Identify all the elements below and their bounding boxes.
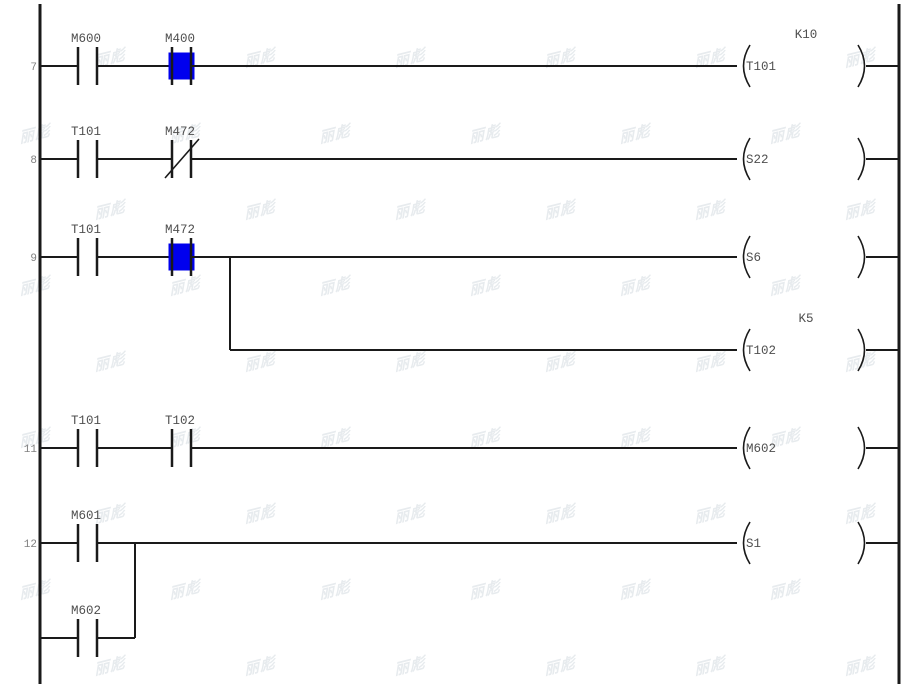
- rung-number: 11: [24, 444, 38, 456]
- coil-label: S6: [746, 251, 761, 265]
- contact-label: M602: [71, 604, 101, 618]
- coil-paren-left: [742, 235, 751, 279]
- nc-slash: [164, 138, 200, 179]
- rung-number: 8: [30, 155, 37, 167]
- coil-label: T102: [746, 344, 776, 358]
- contact-t101-no[interactable]: T101: [71, 223, 101, 276]
- coil-s6[interactable]: S6: [742, 235, 866, 279]
- rung-number: 12: [24, 539, 37, 551]
- coil-paren-right: [857, 328, 866, 372]
- contact-label: T101: [71, 125, 101, 139]
- contact-m400-active[interactable]: M400: [165, 32, 195, 85]
- contact-label: M600: [71, 32, 101, 46]
- contact-m472-nc[interactable]: M472: [164, 125, 200, 179]
- coil-paren-right: [857, 137, 866, 181]
- coil-paren-right: [857, 44, 866, 88]
- coil-paren-left: [742, 137, 751, 181]
- coil-label: M602: [746, 442, 776, 456]
- contact-label: M472: [165, 223, 195, 237]
- coil-label: S22: [746, 153, 769, 167]
- contact-label: T101: [71, 414, 101, 428]
- coil-paren-right: [857, 235, 866, 279]
- contact-label: T101: [71, 223, 101, 237]
- coil-paren-left: [742, 44, 751, 88]
- contact-m601-no[interactable]: M601: [71, 509, 101, 562]
- coil-label: S1: [746, 537, 761, 551]
- rung-number: 9: [30, 253, 37, 265]
- coil-param-label: K10: [795, 28, 818, 42]
- coil-s1[interactable]: S1: [742, 521, 866, 565]
- contact-label: M400: [165, 32, 195, 46]
- rung-number: 7: [30, 62, 37, 74]
- coil-t102[interactable]: K5 T102: [742, 312, 866, 372]
- contact-m602-no[interactable]: M602: [71, 604, 101, 657]
- coil-label: T101: [746, 60, 776, 74]
- coil-s22[interactable]: S22: [742, 137, 866, 181]
- contact-t102-no[interactable]: T102: [165, 414, 195, 467]
- rung-12: 12 M601 S1 M602: [24, 509, 899, 657]
- rung-7: 7 M600 M400 K10 T101: [30, 28, 899, 88]
- coil-m602[interactable]: M602: [742, 426, 866, 470]
- coil-paren-left: [742, 328, 751, 372]
- coil-param-label: K5: [798, 312, 813, 326]
- contact-label: M601: [71, 509, 101, 523]
- contact-t101-no[interactable]: T101: [71, 414, 101, 467]
- contact-t101-no[interactable]: T101: [71, 125, 101, 178]
- coil-paren-left: [742, 521, 751, 565]
- contact-m472-active[interactable]: M472: [165, 223, 195, 276]
- rung-8: 8 T101 M472 S22: [30, 125, 899, 181]
- contact-label: T102: [165, 414, 195, 428]
- contact-label: M472: [165, 125, 195, 139]
- rung-9: 9 T101 M472 S6: [30, 223, 899, 372]
- coil-paren-right: [857, 521, 866, 565]
- coil-paren-right: [857, 426, 866, 470]
- rung-11: 11 T101 T102 M602: [24, 414, 899, 470]
- coil-paren-left: [742, 426, 751, 470]
- coil-t101[interactable]: K10 T101: [742, 28, 866, 88]
- contact-m600-no[interactable]: M600: [71, 32, 101, 85]
